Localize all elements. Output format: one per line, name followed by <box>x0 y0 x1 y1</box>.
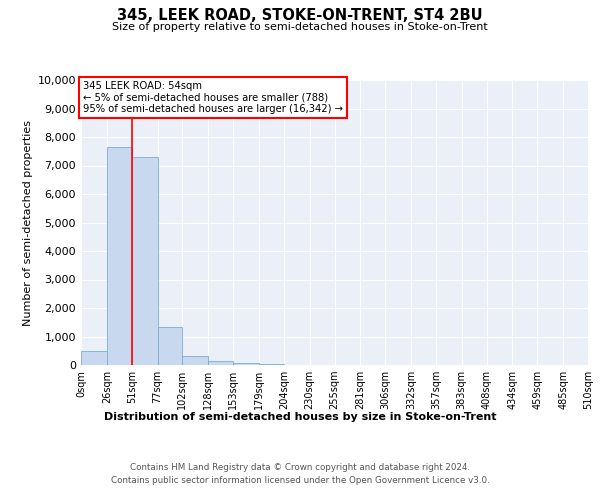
Bar <box>259 364 284 365</box>
Text: 345 LEEK ROAD: 54sqm
← 5% of semi-detached houses are smaller (788)
95% of semi-: 345 LEEK ROAD: 54sqm ← 5% of semi-detach… <box>83 80 343 114</box>
Text: Size of property relative to semi-detached houses in Stoke-on-Trent: Size of property relative to semi-detach… <box>112 22 488 32</box>
Bar <box>182 356 208 365</box>
Text: Contains public sector information licensed under the Open Government Licence v3: Contains public sector information licen… <box>110 476 490 485</box>
Bar <box>158 326 182 365</box>
Y-axis label: Number of semi-detached properties: Number of semi-detached properties <box>23 120 34 326</box>
Bar <box>132 157 158 365</box>
Text: Contains HM Land Registry data © Crown copyright and database right 2024.: Contains HM Land Registry data © Crown c… <box>130 462 470 471</box>
Bar <box>81 351 107 365</box>
Bar <box>233 362 259 365</box>
Bar <box>208 360 233 365</box>
Bar <box>107 147 132 365</box>
Text: Distribution of semi-detached houses by size in Stoke-on-Trent: Distribution of semi-detached houses by … <box>104 412 496 422</box>
Text: 345, LEEK ROAD, STOKE-ON-TRENT, ST4 2BU: 345, LEEK ROAD, STOKE-ON-TRENT, ST4 2BU <box>117 8 483 22</box>
